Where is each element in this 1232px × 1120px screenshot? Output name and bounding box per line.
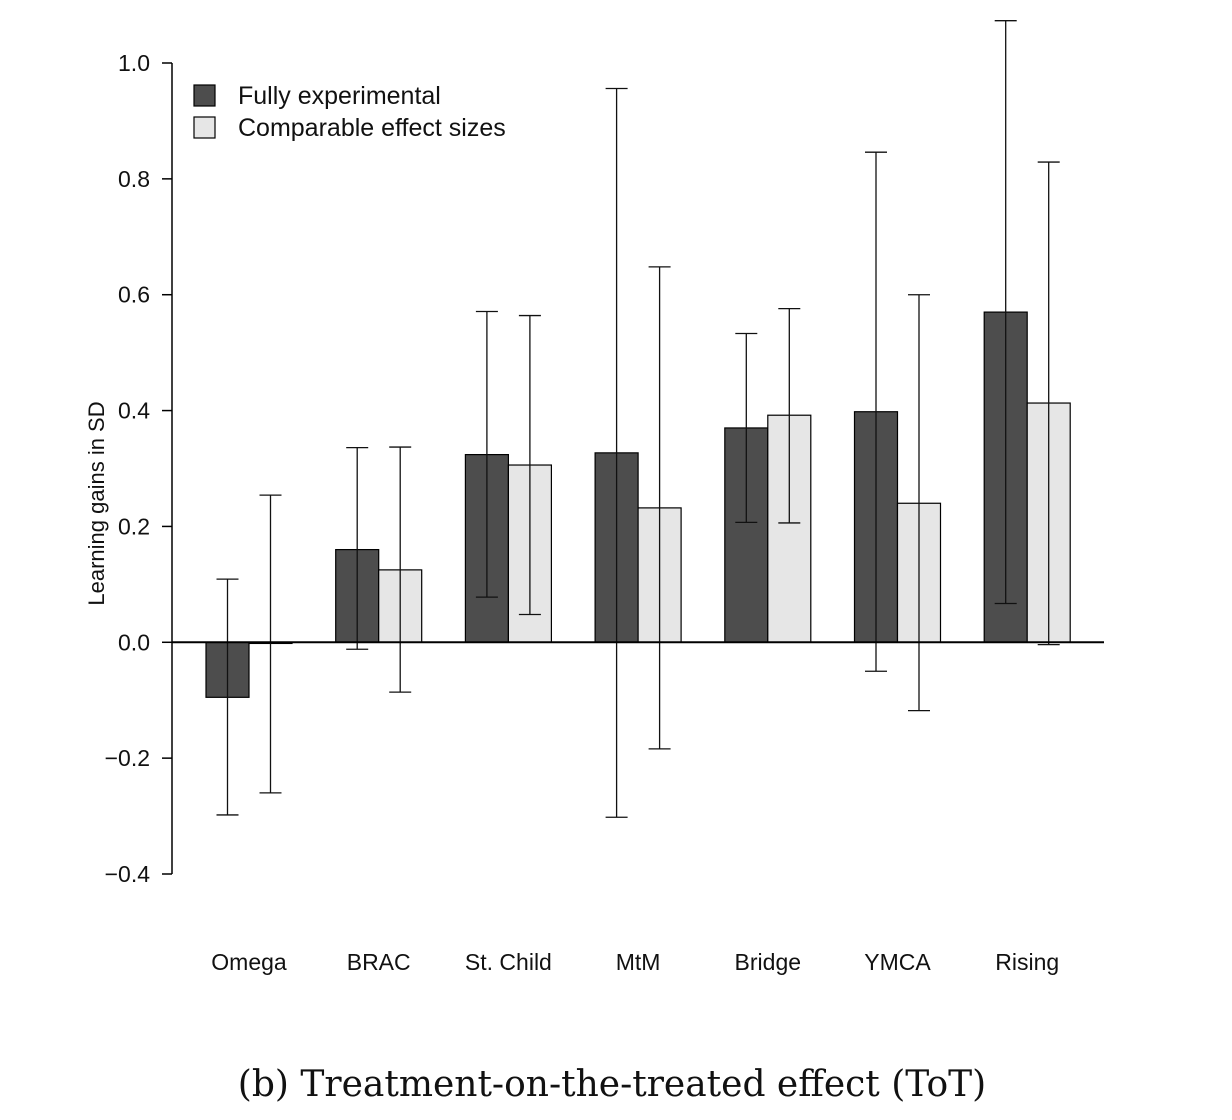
y-axis: −0.4 −0.2 0.0 0.2 0.4 0.6 0.8 1.0 [105, 50, 173, 887]
y-tick-label: −0.4 [105, 861, 151, 887]
error-bar [605, 87, 628, 818]
error-bar [648, 266, 671, 750]
bars [205, 311, 1071, 698]
legend-label: Fully experimental [238, 82, 441, 110]
error-bar [518, 314, 541, 616]
error-bar [259, 494, 282, 794]
error-bars [216, 20, 1060, 818]
x-tick-label: Bridge [735, 949, 801, 975]
error-bar [216, 578, 239, 816]
x-tick-label: MtM [616, 949, 661, 975]
error-bar [994, 20, 1017, 605]
y-tick-label: 0.2 [118, 513, 150, 539]
figure-caption: (b) Treatment-on-the-treated effect (ToT… [238, 1064, 986, 1105]
x-tick-label: St. Child [465, 949, 552, 975]
x-tick-label: BRAC [347, 949, 411, 975]
y-tick-label: 0.4 [118, 398, 150, 424]
x-tick-label: YMCA [864, 949, 931, 975]
legend-swatch [193, 116, 216, 139]
error-bar [475, 310, 498, 598]
legend-label: Comparable effect sizes [238, 114, 506, 142]
legend-swatch [193, 84, 216, 107]
y-tick-label: 1.0 [118, 50, 150, 76]
x-axis-labels: Omega BRAC St. Child MtM Bridge YMCA Rising [211, 949, 1059, 975]
y-tick-label: 0.0 [118, 629, 150, 655]
y-axis-title: Learning gains in SD [84, 401, 109, 605]
error-bar [389, 446, 412, 693]
y-tick-label: 0.8 [118, 166, 150, 192]
legend: Fully experimental Comparable effect size… [193, 82, 506, 142]
error-bar [865, 151, 887, 672]
error-bar [346, 446, 369, 650]
y-tick-label: −0.2 [105, 745, 150, 771]
y-tick-label: 0.6 [118, 282, 150, 308]
error-bar [735, 332, 758, 524]
x-tick-label: Rising [995, 949, 1059, 975]
error-bar [778, 307, 801, 524]
error-bar [1037, 161, 1060, 646]
x-tick-label: Omega [211, 949, 287, 975]
